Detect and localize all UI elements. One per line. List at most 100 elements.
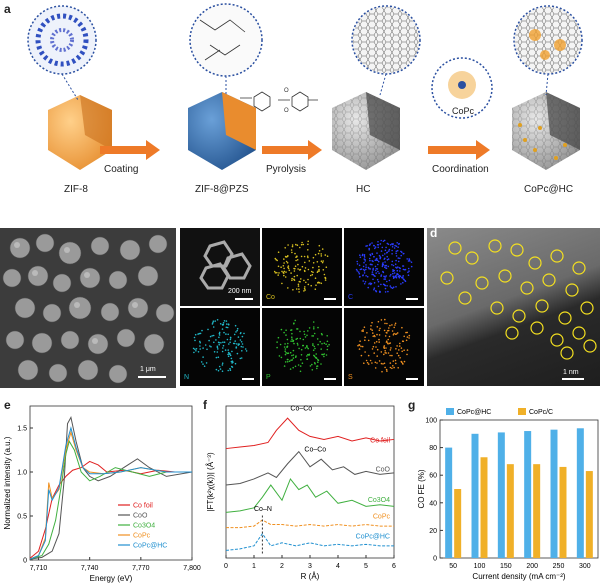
eds-map-co: Co [262, 228, 342, 306]
stage-label-zif8: ZIF-8 [64, 184, 88, 195]
chart-g-bar [576, 428, 584, 558]
pzs-monomer-structure: O O [240, 88, 318, 114]
chart-f-series-label: CoO [376, 466, 391, 473]
chart-e-series-line [29, 439, 192, 560]
hc-zoom-circle [351, 5, 421, 96]
copc-molecule-label: CoPc [452, 106, 475, 116]
chart-g-bar [524, 431, 532, 558]
chart-e-series-line [29, 460, 192, 559]
chart-e-xtick-label: 7,800 [183, 565, 201, 572]
coating-arrow [100, 140, 160, 160]
schematic-figure: O O [27, 3, 583, 170]
chart-e-legend-label: Co3O4 [133, 523, 155, 530]
sem-particles [2, 233, 175, 384]
chart-f-annotation: Co–Co [290, 406, 312, 413]
chart-e-ylabel: Normalized intensity (a.u.) [3, 436, 12, 529]
chart-g-bar [550, 429, 558, 558]
chart-f-xtick-label: 0 [224, 563, 228, 570]
chart-f-xtick-label: 1 [252, 563, 256, 570]
copc-hc-zoom-circle [513, 5, 583, 96]
chart-e-series-line [29, 426, 192, 560]
arrow-label-pyrolysis: Pyrolysis [266, 164, 307, 175]
arrow-label-coordination: Coordination [432, 164, 489, 175]
chart-g-xtick-label: 300 [579, 563, 591, 570]
eds-dots-c [355, 239, 418, 300]
chart-e-legend-label: CoPc [133, 533, 151, 540]
chart-e-xtick-label: 7,710 [30, 565, 48, 572]
chart-e-ytick-label: 1.5 [17, 426, 27, 433]
chart-g-bar [497, 432, 505, 558]
chart-f-xtick-label: 5 [364, 563, 368, 570]
chart-g-ytick-label: 100 [425, 418, 437, 425]
chart-g-xtick-label: 100 [474, 563, 486, 570]
eds-label-s: S [348, 374, 353, 381]
chart-g-bar [533, 464, 541, 558]
chart-e-legend-label: CoPc@HC [133, 543, 167, 550]
chart-f-series-line [226, 519, 394, 529]
chart-g-legend-swatch [518, 408, 526, 415]
chart-g-xtick-label: 250 [553, 563, 565, 570]
chart-g-ytick-label: 40 [429, 500, 437, 507]
eds-map-p: P [262, 308, 342, 386]
chart-g-legend-label: CoPc/C [529, 409, 553, 416]
single-atom-circles [440, 239, 597, 380]
panel-label-d: d [430, 226, 438, 240]
chart-e-xlabel: Energy (eV) [90, 574, 133, 583]
chart-f-xtick-label: 2 [280, 563, 284, 570]
haadf-scale-label: 200 nm [228, 288, 252, 295]
stage-label-copc-hc: CoPc@HC [524, 184, 574, 195]
stage-label-hc: HC [356, 184, 371, 195]
stage-label-zif8-pzs: ZIF-8@PZS [195, 184, 249, 195]
chart-e-ytick-label: 0 [23, 558, 27, 565]
chart-f-xlabel: R (Å) [301, 572, 320, 581]
chart-f-series-label: Co3O4 [368, 497, 390, 504]
panel-label-a: a [4, 2, 11, 16]
chart-g-xlabel: Current density (mA cm⁻²) [472, 572, 565, 581]
chart-g-ytick-label: 0 [433, 556, 437, 563]
chart-g-bar [559, 466, 567, 558]
chart-f-xtick-label: 6 [392, 563, 396, 570]
chart-g-ytick-label: 20 [429, 528, 437, 535]
zif8-crystal [48, 95, 112, 170]
haadf-particles [199, 240, 253, 300]
chart-g-bar [480, 457, 488, 558]
eds-map-c: C [344, 228, 424, 306]
eds-dots-p [276, 319, 336, 380]
hc-crystal [332, 92, 400, 170]
chart-f-series-label: Co foil [370, 438, 390, 445]
chart-g-bar [471, 433, 479, 558]
eds-dots-n [192, 319, 254, 380]
sem-image: 1 μm [0, 228, 176, 388]
eds-label-c: C [348, 294, 354, 301]
pyrolysis-arrow [262, 140, 322, 160]
pzs-zoom-circle [189, 3, 263, 95]
coordination-arrow [428, 140, 490, 160]
chart-g-bar [506, 464, 514, 558]
chart-g-frame [439, 419, 599, 559]
chart-f-annotation: Co–Co [304, 447, 326, 454]
zif8-pzs-crystal [188, 92, 256, 170]
chart-f-xtick-label: 4 [336, 563, 340, 570]
arrow-label-coating: Coating [104, 164, 139, 175]
eds-map-n: N [180, 308, 260, 386]
chart-f-series-line [225, 477, 395, 513]
chart-e-xtick-label: 7,770 [132, 565, 150, 572]
eds-label-p: P [266, 374, 271, 381]
chart-e-legend-label: CoO [133, 513, 148, 520]
chart-f-xtick-label: 3 [308, 563, 312, 570]
eds-dots-s [357, 318, 418, 380]
eds-dots-co [273, 240, 336, 300]
chart-e-legend-label: Co foil [133, 503, 153, 510]
stem-scale-label: 1 nm [563, 369, 579, 376]
chart-e-xtick-label: 7,740 [81, 565, 99, 572]
svg-text:O: O [284, 88, 289, 94]
chart-e-ytick-label: 1.0 [17, 470, 27, 477]
chart-g-ytick-label: 60 [429, 473, 437, 480]
chart-e-ytick-label: 0.5 [17, 514, 27, 521]
chart-f-ylabel: |FT(k²χ(k))| (Å⁻³) [206, 452, 215, 512]
eds-label-co: Co [266, 294, 275, 301]
sem-scale-label: 1 μm [140, 366, 156, 373]
